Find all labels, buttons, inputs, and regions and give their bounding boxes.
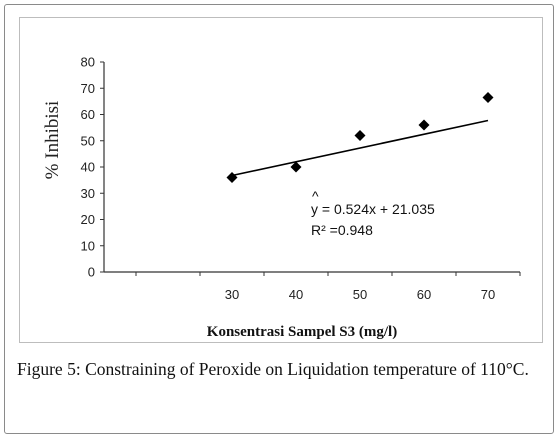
x-tick-label: 50 — [353, 287, 367, 302]
trendline-line — [231, 119, 489, 177]
figure-frame: 0 10 20 30 40 50 60 70 80 30 40 50 60 70 % Inhibisi … — [4, 4, 554, 434]
y-axis-label: % Inhibisi — [42, 101, 63, 180]
x-tick-label: 70 — [481, 287, 495, 302]
y-tick-label: 0 — [88, 265, 95, 280]
x-axis-label: Konsentrasi Sampel S3 (mg/l) — [207, 324, 397, 340]
y-tick-label: 60 — [81, 107, 95, 122]
x-tick-label: 40 — [289, 287, 303, 302]
x-tick-labels: 30 40 50 60 70 — [225, 287, 495, 302]
hat-symbol: ^ — [312, 188, 319, 204]
y-tick-label: 50 — [81, 133, 95, 148]
r-squared-label: R² =0.948 — [311, 222, 373, 238]
y-tick-labels: 0 10 20 30 40 50 60 70 80 — [81, 55, 95, 280]
y-tick-label: 80 — [81, 55, 95, 70]
data-point — [290, 161, 302, 173]
y-tick-label: 40 — [81, 160, 95, 175]
x-tick-label: 60 — [417, 287, 431, 302]
y-tick-label: 20 — [81, 212, 95, 227]
figure-caption: Figure 5: Constraining of Peroxide on Li… — [17, 357, 547, 382]
regression-equation: y = 0.524x + 21.035 — [311, 201, 435, 217]
figure-caption-text: Constraining of Peroxide on Liquidation … — [85, 359, 529, 379]
trendline — [231, 119, 489, 177]
data-points — [226, 91, 494, 183]
data-point — [418, 119, 430, 131]
x-tick-label: 30 — [225, 287, 239, 302]
axes — [100, 61, 521, 276]
y-tick-label: 10 — [81, 238, 95, 253]
data-point — [226, 172, 238, 183]
chart-area: 0 10 20 30 40 50 60 70 80 30 40 50 60 70 % Inhibisi … — [19, 17, 543, 343]
y-tick-label: 30 — [81, 186, 95, 201]
figure-label: Figure 5: — [17, 359, 81, 379]
y-tick-label: 70 — [81, 81, 95, 96]
data-point — [354, 130, 366, 141]
data-point — [482, 91, 494, 103]
